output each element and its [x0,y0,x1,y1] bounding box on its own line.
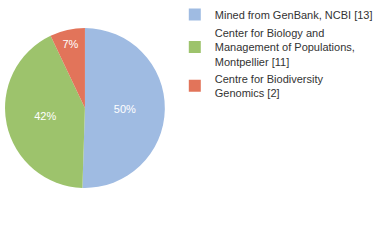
svg-text:7%: 7% [62,38,78,50]
svg-text:Centre for BiodiversityGenomic: Centre for BiodiversityGenomics [2] [215,73,324,99]
svg-text:Mined from GenBank, NCBI [13]: Mined from GenBank, NCBI [13] [215,9,373,21]
svg-text:42%: 42% [34,110,56,122]
svg-text:50%: 50% [114,103,136,115]
svg-text:Center for Biology andManageme: Center for Biology andManagement of Popu… [215,27,355,68]
